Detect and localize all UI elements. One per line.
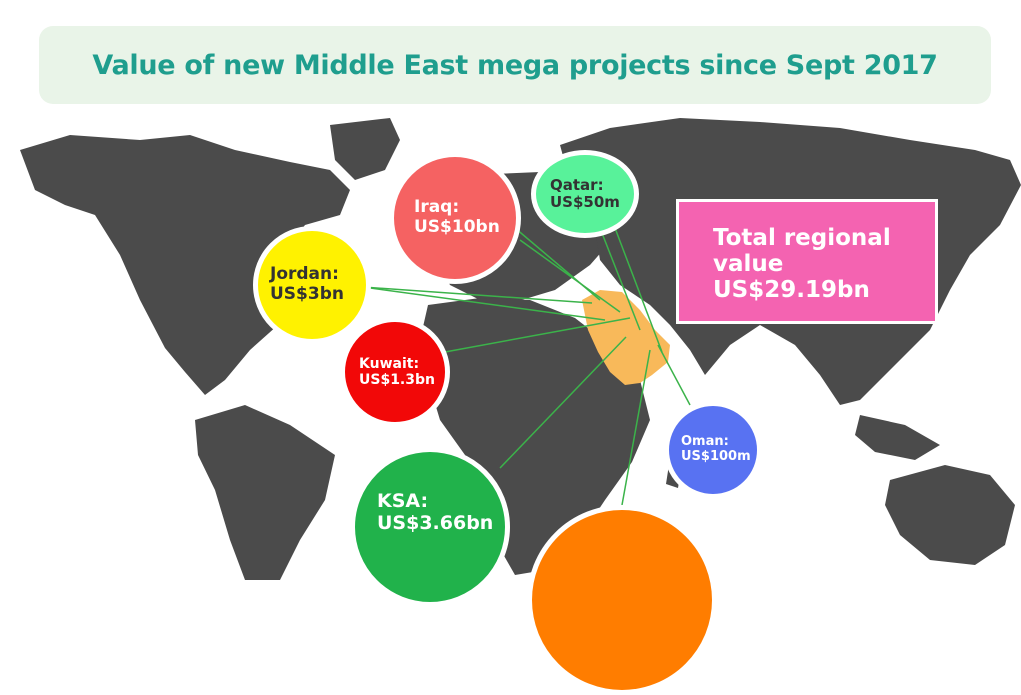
ksa-label: KSA:	[377, 490, 429, 513]
total-value-box: Total regional value US$29.19bn	[676, 199, 938, 324]
oman-label: Oman:	[681, 434, 729, 450]
greenland	[330, 118, 400, 180]
connector-iraq-2	[519, 239, 621, 313]
africa	[420, 298, 650, 575]
connector-uae	[621, 349, 651, 506]
qatar-label: Qatar:	[550, 175, 604, 194]
jordan-label: Jordan:	[270, 264, 339, 285]
title-banner: Value of new Middle East mega projects s…	[39, 26, 991, 104]
connector-oman	[657, 344, 691, 406]
kuwait-value: US$1.3bn	[359, 372, 435, 388]
total-line-1: Total regional	[713, 225, 891, 251]
australia	[885, 465, 1015, 565]
bubble-qatar: Qatar: US$50m	[531, 150, 639, 238]
oman-value: US$100m	[681, 449, 751, 464]
page-title: Value of new Middle East mega projects s…	[92, 49, 938, 81]
qatar-value: US$50m	[550, 193, 620, 211]
iraq-label: Iraq:	[414, 197, 460, 218]
south-america	[195, 405, 335, 580]
bubble-jordan: Jordan: US$3bn	[253, 226, 371, 344]
connector-qatar	[599, 227, 641, 331]
bubble-ksa: KSA: US$3.66bn	[350, 447, 510, 607]
kuwait-label: Kuwait:	[359, 355, 420, 372]
connector-qatar-2	[614, 227, 663, 353]
bubble-iraq: Iraq: US$10bn	[389, 152, 521, 284]
jordan-value: US$3bn	[270, 284, 344, 304]
ksa-value: US$3.66bn	[377, 512, 494, 534]
total-line-3: US$29.19bn	[713, 276, 870, 303]
bubble-oman: Oman: US$100m	[664, 401, 762, 499]
connector-jordan	[362, 286, 593, 304]
bubble-kuwait: Kuwait: US$1.3bn	[340, 317, 450, 427]
connector-ksa	[499, 336, 627, 469]
connector-jordan-2	[362, 286, 606, 321]
bubble-uae	[527, 505, 717, 695]
connector-lines	[362, 227, 691, 506]
north-america	[20, 135, 350, 395]
iraq-value: US$10bn	[414, 217, 500, 237]
southeast-asia	[855, 415, 940, 460]
total-line-2: value	[713, 250, 784, 277]
connector-kuwait	[444, 317, 631, 353]
